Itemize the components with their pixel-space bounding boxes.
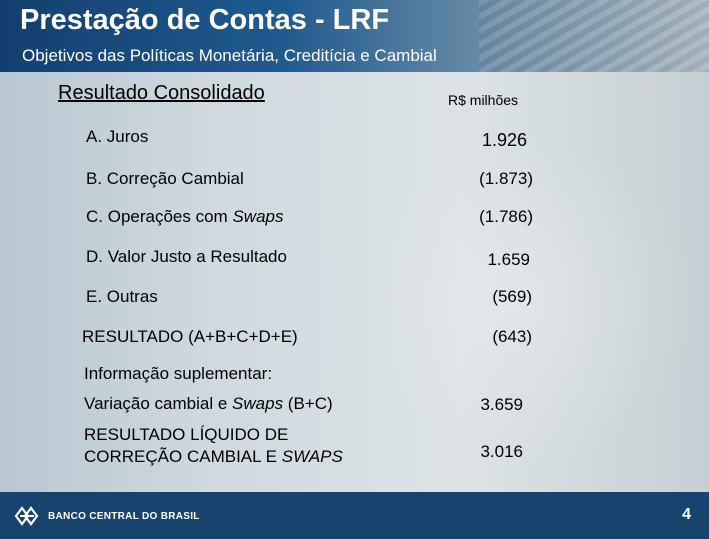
content-panel — [0, 72, 709, 492]
variation-suffix: (B+C) — [283, 394, 333, 413]
page-number: 4 — [682, 506, 691, 523]
row-label-prefix: C. Operações com — [86, 207, 233, 226]
row-label-outras: E. Outras — [86, 287, 158, 306]
row-label-valor-justo: D. Valor Justo a Resultado — [86, 247, 287, 266]
supplementary-net-label: RESULTADO LÍQUIDO DE CORREÇÃO CAMBIAL E … — [84, 424, 343, 468]
row-value-resultado: (643) — [492, 327, 532, 346]
row-value-juros: 1.926 — [481, 130, 527, 150]
row-label-emphasis: Swaps — [232, 207, 284, 226]
background-watermark — [360, 132, 700, 472]
row-label-juros: A. Juros — [86, 127, 149, 146]
variation-prefix: Variação cambial e — [84, 394, 233, 413]
row-label-operacoes-swaps: C. Operações com Swaps — [86, 207, 283, 227]
footer-bar: BANCO CENTRAL DO BRASIL 4 — [0, 492, 709, 539]
bcb-logo: BANCO CENTRAL DO BRASIL — [14, 504, 200, 528]
net-line-2-prefix: CORREÇÃO CAMBIAL E — [84, 447, 282, 466]
page-title: Prestação de Contas - LRF — [20, 4, 390, 36]
supplementary-heading: Informação suplementar: — [84, 364, 273, 383]
page-subtitle: Objetivos das Políticas Monetária, Credi… — [22, 46, 437, 65]
supplementary-net-value: 3.016 — [480, 442, 523, 461]
supplementary-variation-value: 3.659 — [480, 395, 523, 414]
row-label-correcao-cambial: B. Correção Cambial — [86, 169, 244, 188]
header-bar: Prestação de Contas - LRF Objetivos das … — [0, 0, 709, 72]
row-value-outras: (569) — [492, 287, 532, 306]
section-title: Resultado Consolidado — [58, 82, 265, 104]
net-line-2-emphasis: SWAPS — [281, 447, 343, 466]
unit-label: R$ milhões — [448, 92, 519, 108]
row-value-correcao-cambial: (1.873) — [479, 169, 533, 188]
supplementary-variation-label: Variação cambial e Swaps (B+C) — [84, 394, 333, 414]
bcb-logo-icon — [14, 506, 39, 526]
banknote-decoration — [479, 0, 709, 72]
variation-emphasis: Swaps — [232, 394, 284, 413]
row-value-valor-justo: 1.659 — [487, 250, 530, 269]
row-value-operacoes-swaps: (1.786) — [479, 207, 533, 226]
bcb-logo-text: BANCO CENTRAL DO BRASIL — [48, 510, 200, 522]
row-label-resultado: RESULTADO (A+B+C+D+E) — [82, 327, 298, 346]
net-line-2: CORREÇÃO CAMBIAL E SWAPS — [84, 446, 343, 468]
net-line-1: RESULTADO LÍQUIDO DE — [84, 425, 289, 444]
